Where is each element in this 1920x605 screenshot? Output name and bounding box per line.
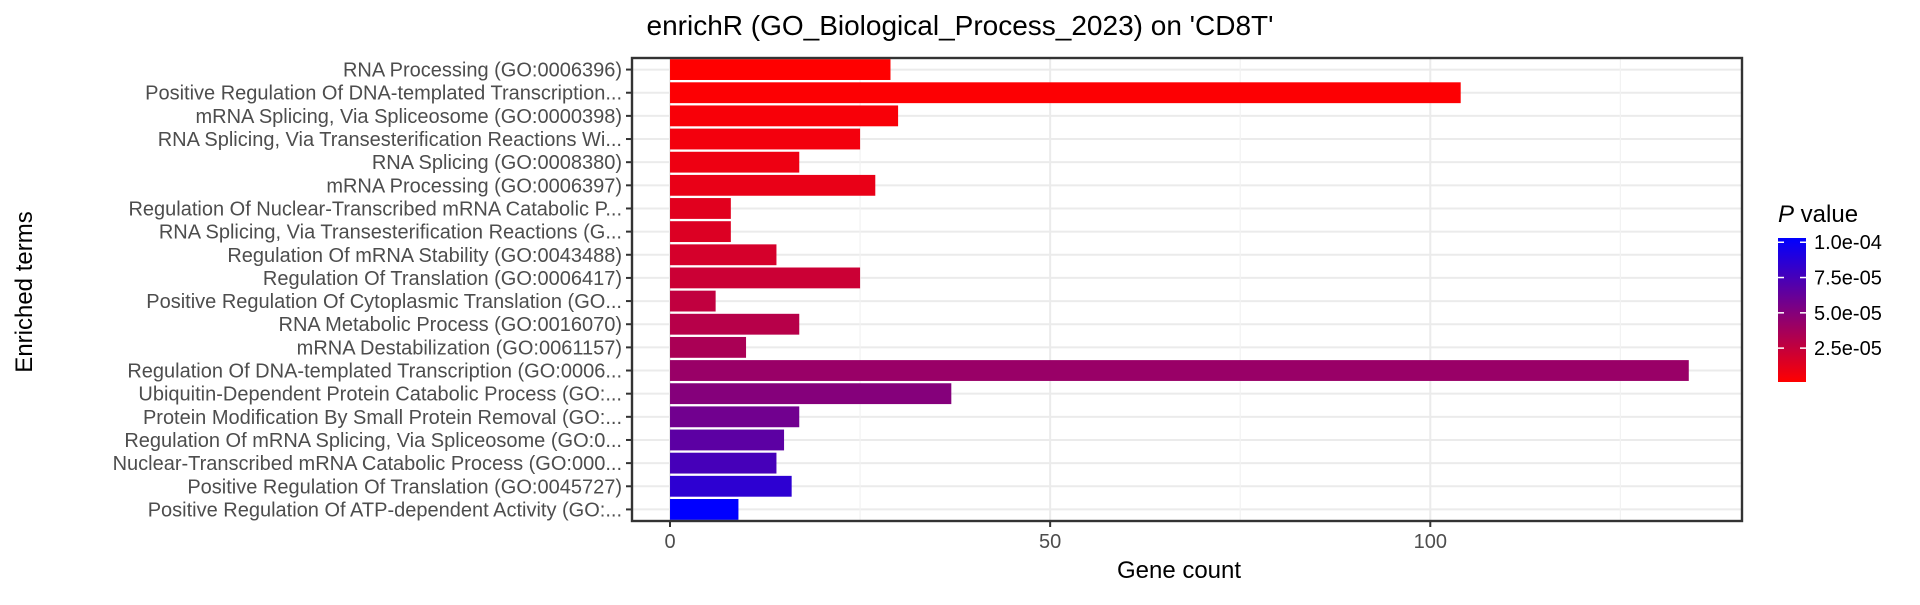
bar (670, 244, 777, 266)
y-tick-label: Nuclear-Transcribed mRNA Catabolic Proce… (113, 453, 622, 475)
y-tick-label: RNA Splicing, Via Transesterification Re… (158, 129, 622, 151)
y-tick-label: Ubiquitin-Dependent Protein Catabolic Pr… (138, 384, 622, 406)
y-tick-label: RNA Splicing, Via Transesterification Re… (159, 222, 622, 244)
bar (670, 221, 731, 243)
y-tick-label: Positive Regulation Of ATP-dependent Act… (148, 499, 622, 521)
y-tick-label: Regulation Of DNA-templated Transcriptio… (127, 361, 622, 383)
legend-title-rest: value (1794, 201, 1858, 228)
y-tick-label: Protein Modification By Small Protein Re… (143, 407, 622, 429)
bar (670, 105, 899, 127)
legend-title: P value (1778, 201, 1858, 228)
bar (670, 475, 792, 497)
bar (670, 383, 952, 405)
x-tick-label: 100 (1414, 531, 1447, 553)
bar (670, 59, 891, 80)
legend-tick-label: 5.0e-05 (1814, 303, 1882, 325)
y-tick-label: RNA Metabolic Process (GO:0016070) (279, 314, 623, 336)
bar (670, 198, 731, 219)
x-tick-labels: 0 50 100 (664, 521, 1447, 553)
legend-tick-label: 1.0e-04 (1814, 232, 1882, 254)
y-tick-label: Regulation Of Translation (GO:0006417) (263, 268, 622, 290)
bar (670, 360, 1689, 381)
x-tick-label: 0 (664, 531, 675, 553)
plot-panel (632, 58, 1742, 521)
panel-border (630, 56, 1744, 523)
bar (670, 452, 777, 474)
bar (670, 174, 876, 196)
y-tick-label: Regulation Of mRNA Stability (GO:0043488… (227, 245, 622, 267)
x-tick-label: 50 (1039, 531, 1061, 553)
y-tick-label: mRNA Splicing, Via Spliceosome (GO:00003… (195, 106, 622, 128)
legend-tick-label: 7.5e-05 (1814, 268, 1882, 290)
bar (670, 128, 861, 150)
bar (670, 336, 747, 358)
bars (630, 56, 1744, 523)
bar (670, 313, 800, 335)
color-legend: P value 1.0e-04 7.5e-05 5.0e-05 2.5e-05 (1778, 201, 1882, 382)
y-tick-label: Positive Regulation Of Translation (GO:0… (187, 476, 622, 498)
chart-title: enrichR (GO_Biological_Process_2023) on … (647, 10, 1274, 41)
bar (670, 499, 739, 520)
panel-background (632, 58, 1742, 521)
bar (670, 151, 800, 173)
y-tick-label: Positive Regulation Of DNA-templated Tra… (145, 83, 622, 105)
bar (670, 406, 800, 428)
legend-color-bar (1778, 238, 1806, 382)
legend-ticks: 1.0e-04 7.5e-05 5.0e-05 2.5e-05 (1778, 232, 1882, 360)
y-tick-label: Regulation Of Nuclear-Transcribed mRNA C… (128, 198, 622, 220)
bar (670, 429, 785, 451)
y-tick-labels: RNA Processing (GO:0006396)Positive Regu… (113, 60, 632, 521)
y-tick-label: mRNA Processing (GO:0006397) (326, 175, 622, 197)
x-axis-title: Gene count (1117, 557, 1241, 584)
bar (670, 267, 861, 289)
y-axis-title: Enriched terms (11, 211, 38, 372)
legend-title-italic: P (1778, 201, 1794, 228)
y-tick-label: RNA Splicing (GO:0008380) (372, 152, 622, 174)
y-tick-label: Regulation Of mRNA Splicing, Via Spliceo… (124, 430, 622, 452)
bar (670, 290, 716, 312)
bar (670, 82, 1461, 104)
y-tick-label: mRNA Destabilization (GO:0061157) (297, 337, 622, 359)
legend-tick-label: 2.5e-05 (1814, 338, 1882, 360)
y-tick-label: RNA Processing (GO:0006396) (343, 60, 622, 82)
y-tick-label: Positive Regulation Of Cytoplasmic Trans… (146, 291, 622, 313)
